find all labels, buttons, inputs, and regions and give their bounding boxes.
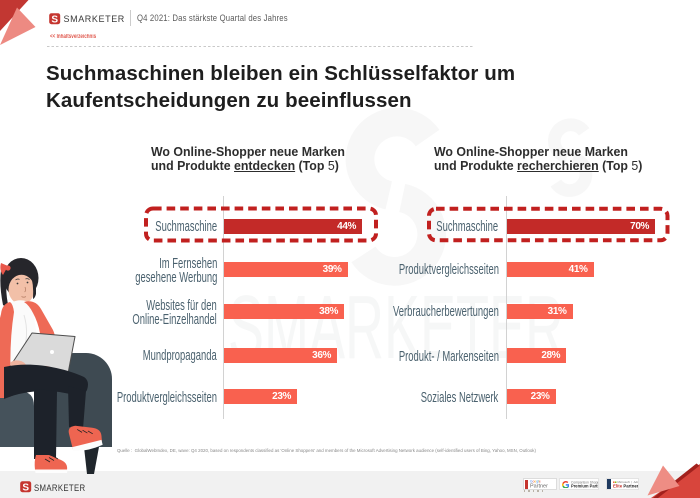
- svg-text:S: S: [22, 482, 29, 493]
- svg-text:S: S: [51, 14, 58, 25]
